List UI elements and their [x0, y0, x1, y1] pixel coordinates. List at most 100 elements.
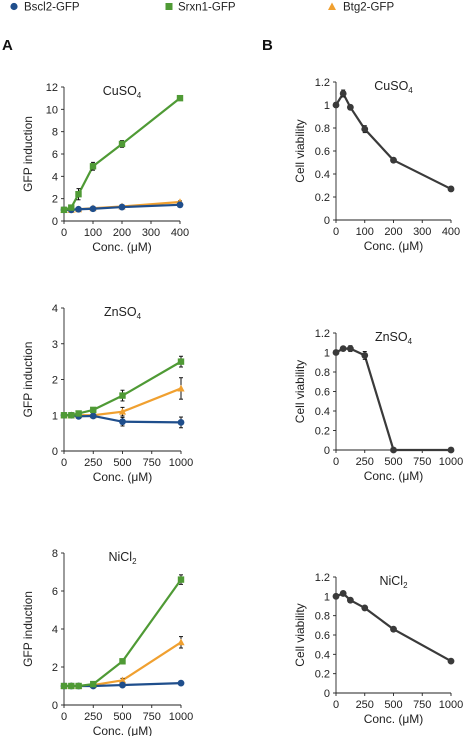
- y-tick-label: 0: [52, 446, 58, 458]
- y-tick-label: 3: [52, 339, 58, 351]
- legend-entry-btg2: Btg2-GFP: [328, 2, 394, 14]
- data-point: [60, 206, 68, 214]
- data-point: [177, 679, 185, 687]
- data-point: [68, 682, 75, 690]
- y-tick-label: 2: [52, 375, 58, 387]
- y-axis-label: GFP induction: [21, 591, 35, 667]
- chart-title: NiCl2: [108, 550, 137, 566]
- y-tick-label: 0.2: [315, 669, 330, 681]
- x-tick-label: 500: [384, 456, 402, 468]
- y-axis-label: Cell viability: [293, 603, 307, 666]
- chart-5: 0 2 4 6 8 0 250 500 750 1000 Conc. (μM) GFP inducti…: [21, 548, 193, 736]
- x-tick-label: 1000: [439, 456, 463, 468]
- data-point: [339, 590, 347, 597]
- chart-title-subscript: 4: [408, 337, 413, 346]
- x-tick-label: 500: [113, 711, 131, 723]
- y-tick-label: 1: [52, 410, 58, 422]
- data-point: [447, 185, 455, 193]
- y-tick-label: 1.2: [315, 77, 330, 89]
- chart-title-subscript: 2: [132, 557, 137, 566]
- y-tick-label: 0.2: [315, 426, 330, 438]
- legend-label-srxn1: Srxn1-GFP: [178, 2, 236, 14]
- data-point: [346, 103, 354, 111]
- data-point: [447, 657, 455, 665]
- y-tick-label: 0.4: [315, 169, 330, 181]
- y-tick-label: 8: [52, 127, 58, 139]
- data-point: [118, 676, 127, 684]
- legend-label-btg2: Btg2-GFP: [343, 2, 394, 14]
- data-point: [68, 204, 75, 211]
- data-point: [119, 392, 126, 399]
- x-axis-label: Conc. (μM): [364, 712, 424, 726]
- x-tick-label: 300: [413, 226, 431, 238]
- data-point: [75, 205, 82, 213]
- series-srxn1-gfp: [60, 355, 185, 419]
- series-line: [335, 347, 451, 452]
- data-point: [332, 592, 340, 600]
- y-tick-label: 10: [46, 104, 58, 116]
- data-point: [339, 345, 347, 352]
- data-point: [361, 125, 369, 133]
- y-axis-label: GFP induction: [21, 116, 35, 192]
- data-point: [176, 94, 184, 102]
- data-point: [339, 90, 347, 97]
- x-tick-label: 250: [84, 457, 102, 469]
- y-tick-label: 0.8: [315, 611, 330, 623]
- y-tick-label: 4: [52, 624, 58, 636]
- y-tick-label: 4: [52, 303, 58, 315]
- y-tick-label: 12: [46, 82, 58, 94]
- x-tick-label: 250: [356, 456, 374, 468]
- x-tick-label: 200: [113, 227, 131, 239]
- series-viability: [332, 345, 455, 454]
- x-tick-label: 500: [113, 457, 131, 469]
- y-tick-label: 0: [324, 688, 330, 700]
- x-tick-label: 1000: [169, 457, 193, 469]
- series-line: [64, 578, 182, 688]
- y-tick-label: 0: [324, 445, 330, 457]
- y-tick-label: 2: [52, 662, 58, 674]
- y-tick-label: 0.6: [315, 146, 330, 158]
- legend-marker-btg2: [328, 2, 336, 10]
- chart-3: 0 1 2 3 4 0 250 500 750 1000 Conc. (μM) GFP inducti…: [21, 303, 193, 484]
- y-tick-label: 6: [52, 149, 58, 161]
- y-tick-label: 0.6: [315, 387, 330, 399]
- data-point: [177, 638, 185, 646]
- x-tick-label: 250: [84, 711, 102, 723]
- y-tick-label: 1.2: [315, 572, 330, 584]
- x-tick-label: 0: [333, 226, 339, 238]
- data-point: [60, 412, 68, 419]
- x-tick-label: 0: [61, 227, 67, 239]
- data-point: [332, 349, 340, 356]
- data-point: [390, 446, 397, 454]
- y-tick-label: 2: [52, 194, 58, 206]
- data-point: [177, 358, 185, 365]
- data-point: [89, 412, 97, 420]
- x-tick-label: 0: [333, 456, 339, 468]
- x-tick-label: 400: [171, 227, 189, 239]
- data-point: [332, 101, 340, 109]
- chart-6: 0 0.2 0.4 0.6 0.8 1 1.2 0 250 500 750 1000 Conc. (μM…: [293, 572, 463, 726]
- y-tick-label: 1: [324, 591, 330, 603]
- y-tick-label: 0.6: [315, 630, 330, 642]
- y-tick-label: 0.8: [315, 367, 330, 379]
- chart-4: 0 0.2 0.4 0.6 0.8 1 1.2 0 250 500 750 1000 Conc. (μM…: [293, 328, 463, 483]
- y-tick-label: 6: [52, 586, 58, 598]
- x-tick-label: 400: [442, 226, 460, 238]
- y-tick-label: 1.2: [315, 328, 330, 340]
- chart-title: CuSO4: [103, 84, 142, 100]
- panel-label-b: B: [262, 37, 273, 54]
- series-srxn1-gfp: [60, 94, 184, 214]
- y-tick-label: 0: [52, 700, 58, 712]
- x-tick-label: 200: [384, 226, 402, 238]
- y-axis-label: GFP induction: [21, 342, 35, 418]
- data-point: [346, 596, 354, 604]
- y-axis-label: Cell viability: [293, 360, 307, 423]
- data-point: [390, 156, 397, 164]
- y-tick-label: 0.4: [315, 649, 330, 661]
- data-point: [75, 191, 82, 198]
- x-tick-label: 750: [413, 456, 431, 468]
- data-point: [90, 680, 97, 688]
- chart-title-subscript: 4: [137, 91, 142, 100]
- data-point: [119, 681, 126, 689]
- data-point: [176, 201, 184, 209]
